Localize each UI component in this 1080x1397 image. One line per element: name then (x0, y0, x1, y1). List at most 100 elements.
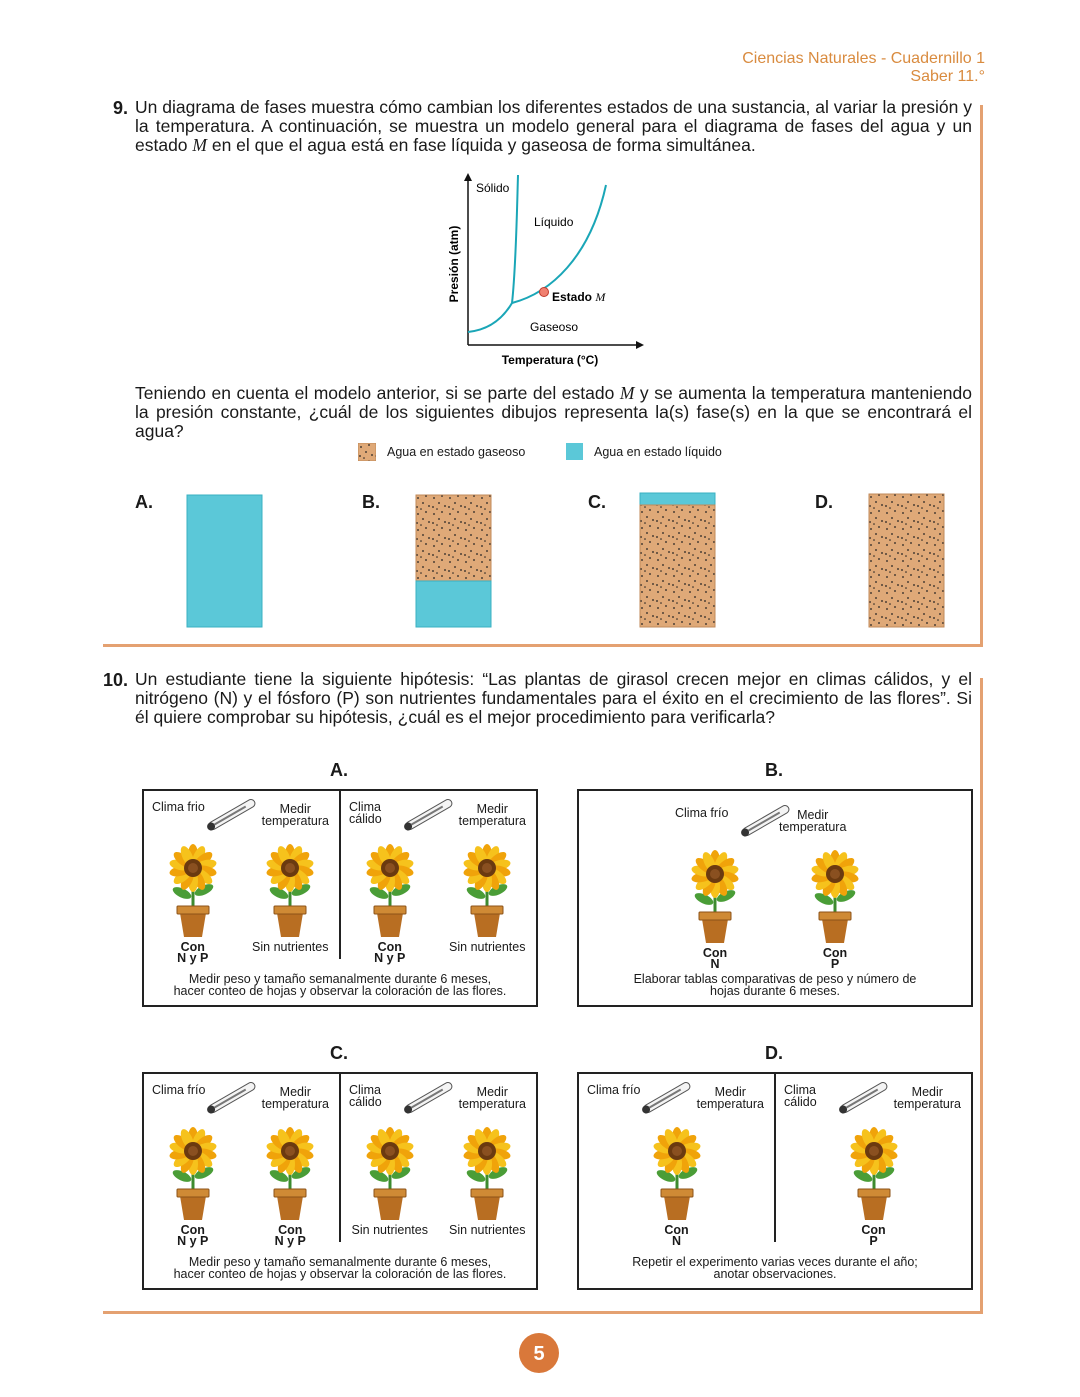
header-subject: Ciencias Naturales - Cuadernillo 1 (742, 50, 985, 67)
plant-label-line: Sin nutrientes (252, 940, 329, 954)
plant-label: Con N y P (374, 941, 405, 965)
question-text: Un estudiante tiene la siguiente hipótes… (135, 669, 972, 727)
option-label: A. (135, 492, 153, 512)
graphic (404, 1105, 413, 1114)
state-point (539, 287, 549, 297)
climate-line: Clima frío (587, 1083, 641, 1097)
plants: Con N Con P (579, 849, 971, 970)
graphic (207, 799, 256, 831)
graphic (488, 884, 508, 896)
graphic (207, 1082, 256, 1114)
plant-label: Con N y P (274, 1224, 306, 1248)
graphic (214, 805, 247, 826)
graphic (642, 1105, 651, 1114)
page-number-text: 5 (533, 1343, 544, 1365)
plant: Sin nutrientes (442, 843, 532, 964)
option-label: A. (330, 760, 348, 780)
footer-line: Repetir el experimento varias veces dura… (632, 1255, 918, 1269)
measure-line: temperatura (261, 1097, 329, 1111)
footer-line: hacer conteo de hojas y observar la colo… (173, 1267, 507, 1281)
climate: Clima cálido (349, 801, 382, 826)
plant: Con N y P (345, 843, 435, 964)
measure: Medir temperatura (459, 1086, 526, 1111)
graphic (373, 905, 407, 915)
graphic (839, 1082, 888, 1114)
panel: Clima frío Medir temperatura Con N y P Con N y… (144, 1074, 341, 1247)
sunflower (260, 1126, 320, 1227)
graphic (273, 905, 307, 915)
plant: Con N y P (148, 843, 238, 964)
graphic (875, 1167, 894, 1179)
plant-label: Con N y P (177, 941, 208, 965)
graphic (376, 913, 403, 937)
measure-line: Medir (911, 1085, 943, 1099)
option-label: C. (330, 1043, 348, 1063)
graphic (277, 1196, 304, 1220)
region-label: Gaseoso (530, 320, 578, 334)
graphic (269, 1170, 289, 1182)
footer: Medir peso y tamaño semanalmente durante… (144, 973, 536, 998)
climate-line: cálido (784, 1095, 817, 1109)
option-label: B. (765, 760, 783, 780)
graphic (369, 1170, 389, 1182)
graphic (384, 863, 395, 873)
plant-label: Con N (702, 946, 728, 971)
curve (511, 184, 607, 304)
plant-label-line: Con (702, 946, 728, 960)
footer: Medir peso y tamaño semanalmente durante… (144, 1256, 536, 1281)
curve (467, 302, 513, 333)
measure-line: temperatura (261, 814, 329, 828)
climate: Clima cálido (349, 1084, 382, 1109)
text: en el que el agua está en fase líquida y… (206, 135, 756, 155)
plants: Con N (579, 1126, 774, 1247)
graphic (811, 850, 859, 943)
option-box: Clima frío Medir temperatura Con N y P Con N y… (142, 1072, 538, 1290)
plant-label: Con P (861, 1223, 886, 1248)
graphic (710, 869, 720, 879)
rule (103, 1311, 983, 1314)
graphic (404, 822, 413, 831)
measure-line: temperatura (893, 1097, 961, 1111)
climate-line: cálido (349, 812, 382, 826)
graphic (850, 1127, 897, 1220)
option-figure (868, 493, 945, 628)
graphic (269, 887, 289, 899)
plant-label-line: Con (180, 1223, 205, 1237)
graphic (391, 884, 411, 896)
region-label: Sólido (476, 181, 510, 195)
text: M (594, 290, 606, 304)
question-text: Teniendo en cuenta el modelo anterior, s… (135, 384, 972, 441)
graphic (172, 887, 192, 899)
plant-label-line: Con (822, 946, 848, 960)
climate-line: Clima (784, 1083, 816, 1097)
plant: Con P (829, 1126, 919, 1247)
measure-line: temperatura (696, 1097, 764, 1111)
plant-label-line: N y P (274, 1234, 306, 1248)
sunflower (805, 849, 865, 950)
footer-line: anotar observaciones. (713, 1267, 837, 1281)
plant-label-line: N (671, 1234, 682, 1248)
graphic (656, 1170, 675, 1182)
graphic (839, 1082, 888, 1114)
plant-label-line: Con (861, 1223, 886, 1237)
option-label: C. (588, 492, 606, 512)
option-figure (186, 494, 263, 628)
graphic (663, 1196, 690, 1220)
thermometer (397, 1078, 459, 1123)
plant-label-line: Sin nutrientes (449, 1223, 526, 1237)
measure-line: temperatura (779, 820, 847, 834)
graphic (169, 844, 217, 937)
legend-label: Agua en estado líquido (594, 445, 722, 459)
graphic (694, 893, 714, 905)
badge (519, 1333, 559, 1373)
thermometer (200, 795, 262, 840)
graphic (470, 905, 504, 915)
page-number: 5 (519, 1333, 559, 1373)
climate-line: cálido (349, 1095, 382, 1109)
measure: Medir temperatura (459, 803, 526, 828)
climate-line: Clima frío (675, 806, 729, 820)
sunflower (457, 1126, 517, 1227)
climate: Clima cálido (784, 1083, 817, 1109)
graphic (860, 1196, 887, 1220)
graphic (404, 1082, 453, 1114)
